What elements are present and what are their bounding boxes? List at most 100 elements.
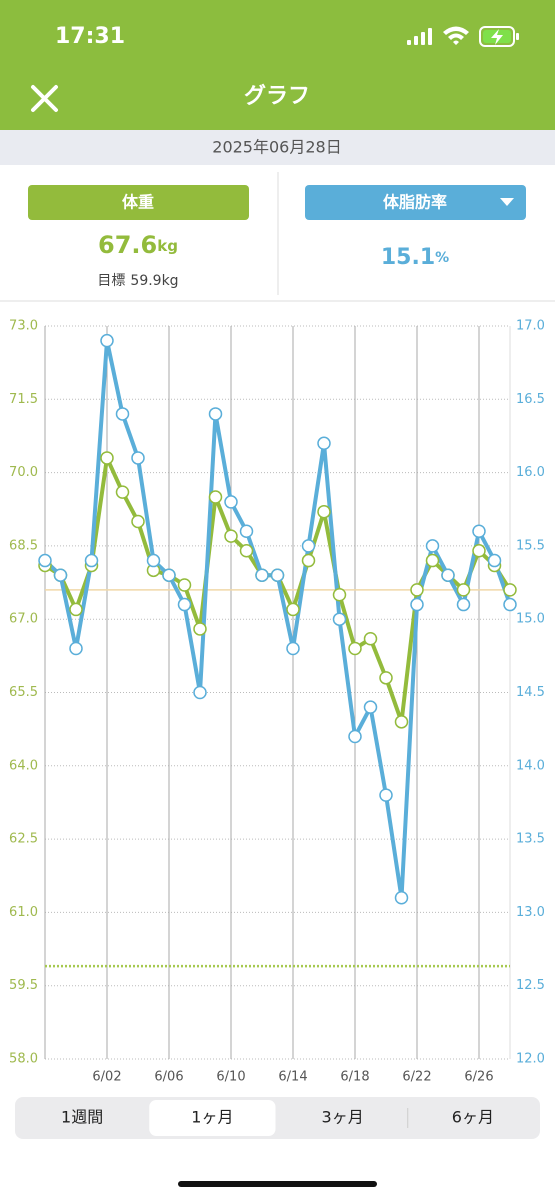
goal-label: 目標: [97, 273, 125, 289]
data-point: [472, 524, 486, 538]
y2-tick-label: 15.5: [516, 538, 545, 553]
y2-tick-label: 17.0: [516, 319, 545, 334]
y-tick-label: 62.5: [9, 832, 38, 847]
data-point: [193, 622, 207, 636]
data-point: [410, 583, 424, 597]
y2-tick-label: 16.5: [516, 392, 545, 407]
date: 2025年06月28日: [212, 138, 341, 157]
y-tick-label: 61.0: [9, 905, 38, 920]
data-point: [224, 529, 238, 543]
data-point: [301, 539, 316, 553]
close-button[interactable]: [31, 85, 58, 112]
x-tick-label: 6/02: [92, 1070, 121, 1085]
weight-button-label: 体重: [122, 193, 154, 212]
data-point: [224, 495, 238, 509]
x-tick-label: 6/18: [340, 1070, 369, 1085]
data-point: [487, 553, 502, 568]
top-bar: [0, 0, 555, 130]
x-tick-label: 6/26: [464, 1070, 493, 1085]
segment-option[interactable]: 3ヶ月: [322, 1108, 364, 1127]
data-point: [208, 407, 223, 421]
weight-button[interactable]: [28, 185, 249, 220]
goal-value: 59.9: [130, 273, 161, 289]
data-point: [332, 588, 347, 602]
data-point: [115, 485, 130, 499]
y2-tick-label: 16.0: [516, 465, 545, 480]
segment-control: [15, 1097, 540, 1139]
data-point: [425, 539, 440, 553]
weight-number: 67.6: [98, 231, 157, 259]
data-point: [363, 631, 378, 646]
segments: 1週間 1ヶ月 3ヶ月 6ヶ月: [61, 1100, 494, 1136]
status-time: 17:31: [55, 24, 125, 49]
y2-tick-label: 14.5: [516, 685, 545, 700]
x-tick-label: 6/14: [278, 1070, 307, 1085]
data-point: [100, 333, 114, 348]
data-point: [100, 451, 114, 465]
data-point: [425, 553, 440, 568]
chart: 58.0 59.5 61.0 62.5 64.0 65.5 67.0 68.5 70.0 71.5…: [9, 319, 545, 1085]
data-point: [503, 597, 517, 612]
date-bar: [0, 130, 555, 165]
data-point: [379, 788, 393, 802]
bodyfat-number: 15.1: [381, 245, 435, 270]
y2-tick-label: 15.0: [516, 612, 545, 627]
y-tick-label: 64.0: [9, 758, 38, 773]
data-point: [363, 700, 378, 714]
data-point: [177, 578, 192, 592]
data-point: [84, 553, 99, 568]
data-point: [441, 568, 455, 582]
data-point: [286, 641, 300, 656]
y2-tick-label: 14.0: [516, 758, 545, 773]
segment-option[interactable]: 1週間: [61, 1108, 103, 1127]
segment-selected: [149, 1100, 276, 1136]
x-tick-label: 6/22: [402, 1070, 431, 1085]
y-tick-label: 59.5: [9, 978, 38, 993]
goal: 目標 59.9kg: [97, 273, 178, 289]
data-point: [177, 597, 192, 612]
y-tick-label: 68.5: [9, 538, 38, 553]
weight-unit: kg: [157, 237, 178, 255]
dropdown-icon: [500, 198, 514, 206]
x-tick-label: 6/10: [216, 1070, 245, 1085]
data-point: [69, 641, 83, 656]
data-point: [38, 553, 52, 568]
data-point: [317, 504, 331, 519]
data-point: [270, 568, 285, 582]
x-tick-label: 6/06: [154, 1070, 183, 1085]
data-point: [53, 568, 68, 582]
data-point: [456, 583, 471, 597]
bodyfat-button[interactable]: [305, 185, 526, 220]
y2-tick-label: 13.0: [516, 905, 545, 920]
data-point: [317, 436, 331, 451]
y-tick-label: 73.0: [9, 319, 38, 334]
segment-option[interactable]: 1ヶ月: [191, 1108, 233, 1127]
y-tick-label: 67.0: [9, 612, 38, 627]
header-title: グラフ: [244, 83, 310, 109]
data-point: [286, 602, 300, 617]
data-point: [69, 602, 83, 617]
data-point: [255, 568, 269, 582]
segment-option[interactable]: 6ヶ月: [452, 1108, 494, 1127]
data-point: [208, 490, 223, 504]
data-point: [456, 597, 471, 612]
y2-tick-label: 12.0: [516, 1052, 545, 1067]
y-tick-label: 71.5: [9, 392, 38, 407]
y2-tick-label: 12.5: [516, 978, 545, 993]
data-point: [472, 544, 486, 558]
status-icons: [407, 26, 519, 47]
data-point: [348, 641, 362, 656]
data-point: [115, 407, 130, 421]
data-point: [348, 729, 362, 744]
bodyfat-unit: %: [435, 250, 449, 266]
data-point: [239, 544, 254, 558]
data-point: [301, 553, 316, 568]
bodyfat-button-label: 体脂肪率: [383, 193, 447, 212]
data-point: [332, 612, 347, 626]
data-point: [394, 715, 409, 729]
data-point: [379, 671, 393, 685]
data-point: [394, 890, 409, 905]
data-point: [193, 685, 207, 700]
goal-unit: kg: [162, 273, 179, 289]
